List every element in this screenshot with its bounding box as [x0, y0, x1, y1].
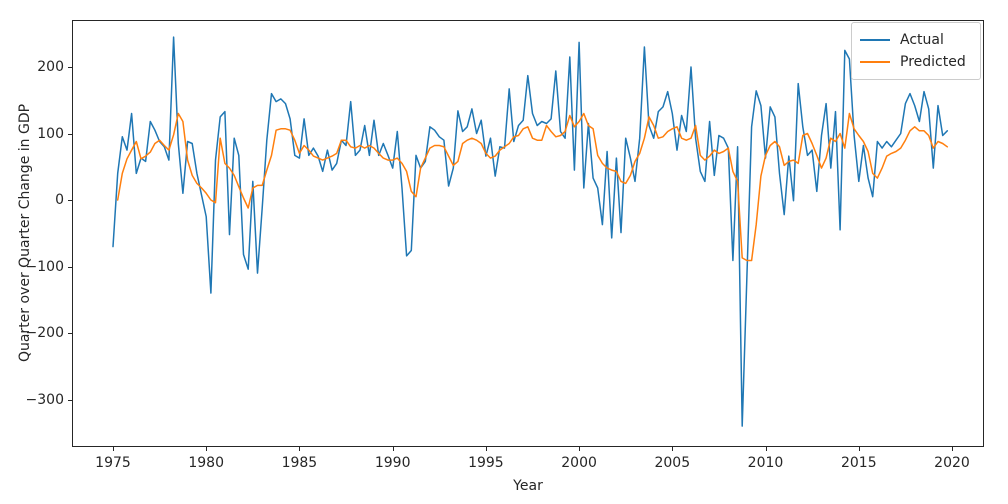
y-axis-label: Quarter over Quarter Change in GDP [17, 103, 33, 363]
y-tick-mark [68, 399, 72, 401]
y-tick-mark [68, 200, 72, 201]
actual-line-swatch [860, 39, 890, 41]
predicted-line-swatch [860, 61, 890, 63]
x-tick-label: 1995 [468, 455, 504, 471]
x-tick-label: 2000 [561, 455, 597, 471]
y-tick-label: −200 [25, 325, 64, 341]
legend-label-predicted: Predicted [900, 54, 966, 70]
x-tick-label: 2015 [840, 455, 877, 471]
y-tick-mark [68, 67, 72, 68]
x-tick-mark [579, 447, 581, 451]
x-tick-label: 1980 [188, 455, 225, 471]
plot-area [72, 20, 984, 447]
y-tick-label: −100 [25, 258, 64, 275]
x-tick-mark [952, 447, 953, 451]
x-tick-label: 2005 [654, 455, 691, 471]
x-tick-label: 1990 [374, 455, 411, 471]
x-tick-mark [299, 447, 301, 451]
actual-line-series [112, 36, 949, 427]
y-tick-label: −300 [25, 391, 64, 408]
x-tick-label: 1985 [281, 455, 318, 471]
x-tick-mark [672, 447, 674, 451]
x-tick-mark [765, 447, 767, 451]
x-tick-label: 2010 [747, 455, 784, 471]
legend: Actual Predicted [851, 22, 981, 80]
y-tick-label: 200 [37, 59, 64, 75]
y-tick-label: 0 [55, 192, 64, 208]
legend-item-predicted: Predicted [860, 51, 970, 73]
y-tick-mark [68, 333, 72, 334]
legend-item-actual: Actual [860, 29, 970, 51]
x-tick-mark [858, 447, 860, 451]
x-tick-label: 2020 [934, 455, 970, 471]
y-tick-mark [68, 266, 72, 268]
y-tick-label: 100 [37, 125, 64, 142]
x-axis-label: Year [513, 478, 543, 494]
legend-label-actual: Actual [900, 32, 944, 48]
x-tick-mark [392, 447, 394, 451]
x-tick-mark [206, 447, 208, 451]
y-tick-mark [68, 133, 72, 135]
x-tick-mark [113, 447, 114, 451]
x-tick-mark [485, 447, 487, 451]
predicted-line-series [116, 112, 949, 262]
x-tick-label: 1975 [95, 455, 131, 471]
